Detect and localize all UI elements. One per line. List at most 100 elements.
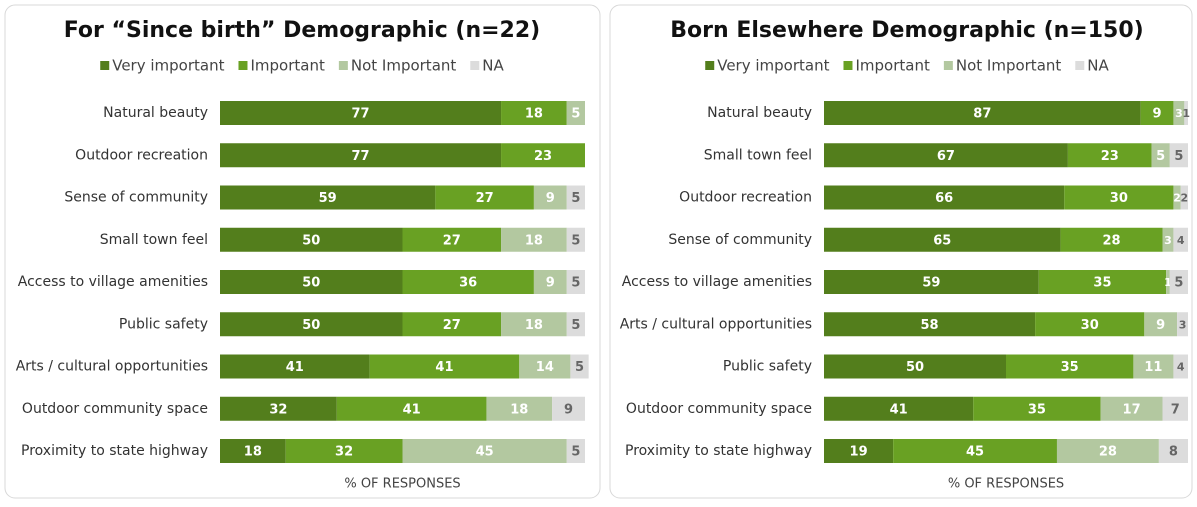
bar-segment (220, 185, 436, 210)
legend-swatch (943, 61, 953, 70)
x-axis-label: % OF RESPONSES (344, 477, 460, 492)
value-label: 36 (459, 276, 477, 291)
value-label: 5 (575, 360, 584, 375)
bar-segment (501, 227, 567, 252)
bar-segment (824, 354, 1006, 379)
bar-segment (1151, 143, 1170, 168)
bar-segment (1133, 354, 1174, 379)
bar-segment (1067, 143, 1152, 168)
value-label: 50 (302, 276, 320, 291)
category-label: Outdoor recreation (75, 147, 208, 163)
category-label: Access to village amenities (622, 274, 812, 290)
category-label: Access to village amenities (18, 274, 208, 290)
legend-swatch (100, 61, 110, 70)
chart-title: Born Elsewhere Demographic (n=150) (670, 18, 1143, 43)
legend-label: NA (482, 57, 504, 75)
legend-swatch (1075, 61, 1085, 70)
value-label: 28 (1103, 233, 1121, 248)
value-label: 9 (1153, 107, 1162, 122)
category-label: Public safety (119, 316, 208, 332)
bar-segment (824, 270, 1039, 294)
bar-segment (435, 185, 534, 210)
value-label: 18 (244, 445, 262, 460)
bar-segment (824, 185, 1065, 210)
category-label: Outdoor community space (626, 401, 812, 417)
bar-segment (824, 396, 974, 421)
value-label: 4 (1177, 361, 1185, 374)
legend-label: Not Important (351, 57, 457, 75)
value-label: 41 (286, 360, 304, 375)
x-axis-label: % OF RESPONSES (948, 477, 1064, 492)
bar-segment (552, 396, 585, 421)
category-label: Small town feel (704, 147, 812, 163)
bar-segment (1173, 227, 1188, 252)
bar-segment (973, 396, 1101, 421)
bar-segment (285, 439, 403, 463)
value-label: 66 (935, 191, 953, 206)
value-label: 67 (937, 149, 955, 164)
bar-segment (1140, 101, 1174, 125)
bar-segment (402, 439, 567, 463)
bar-segment (824, 312, 1036, 337)
value-label: 50 (302, 233, 320, 248)
value-label: 58 (921, 318, 939, 333)
value-label: 27 (476, 191, 494, 206)
value-label: 77 (351, 107, 369, 122)
value-label: 27 (443, 318, 461, 333)
bar-segment (566, 270, 585, 294)
value-label: 2 (1173, 192, 1181, 205)
legend-swatch (470, 61, 480, 70)
value-label: 5 (571, 233, 580, 248)
bar-segment (570, 354, 589, 379)
legend-swatch (705, 61, 715, 70)
bar-segment (220, 143, 502, 168)
bar-segment (893, 439, 1057, 463)
category-label: Proximity to state highway (625, 443, 812, 459)
value-label: 1 (1182, 107, 1190, 120)
legend-swatch (843, 61, 853, 70)
value-label: 17 (1123, 402, 1141, 417)
bar-segment (824, 227, 1061, 252)
value-label: 5 (1174, 276, 1183, 291)
value-label: 19 (850, 445, 868, 460)
bar-segment (220, 396, 337, 421)
bar-segment (402, 227, 502, 252)
bar-segment (220, 439, 286, 463)
chart-title: For “Since birth” Demographic (n=22) (64, 18, 540, 43)
value-label: 5 (571, 318, 580, 333)
bar-segment (1038, 270, 1167, 294)
bar-segment (1064, 185, 1174, 210)
category-label: Public safety (723, 359, 812, 375)
value-label: 35 (1061, 360, 1079, 375)
category-label: Sense of community (668, 232, 812, 248)
bar-segment (1162, 227, 1174, 252)
category-label: Outdoor community space (22, 401, 208, 417)
value-label: 50 (302, 318, 320, 333)
value-label: 2 (1181, 192, 1189, 205)
bar-segment (1100, 396, 1163, 421)
value-label: 5 (571, 107, 580, 122)
bar-segment (1180, 185, 1188, 210)
bar-segment (402, 270, 534, 294)
bar-segment (1006, 354, 1134, 379)
value-label: 3 (1179, 318, 1187, 331)
value-label: 41 (435, 360, 453, 375)
legend-label: Very important (112, 57, 224, 75)
bar-segment (220, 227, 403, 252)
bar-segment (220, 101, 502, 125)
bar-segment (501, 143, 585, 168)
value-label: 9 (564, 402, 573, 417)
value-label: 41 (403, 402, 421, 417)
bar-segment (566, 185, 585, 210)
bar-segment (519, 354, 571, 379)
legend-swatch (238, 61, 248, 70)
value-label: 77 (351, 149, 369, 164)
value-label: 87 (973, 107, 991, 122)
category-label: Natural beauty (707, 105, 812, 121)
bar-segment (1173, 354, 1188, 379)
bar-segment (1177, 312, 1188, 337)
value-label: 9 (1156, 318, 1165, 333)
value-label: 18 (525, 107, 543, 122)
bar-segment (369, 354, 520, 379)
bar-segment (402, 312, 502, 337)
